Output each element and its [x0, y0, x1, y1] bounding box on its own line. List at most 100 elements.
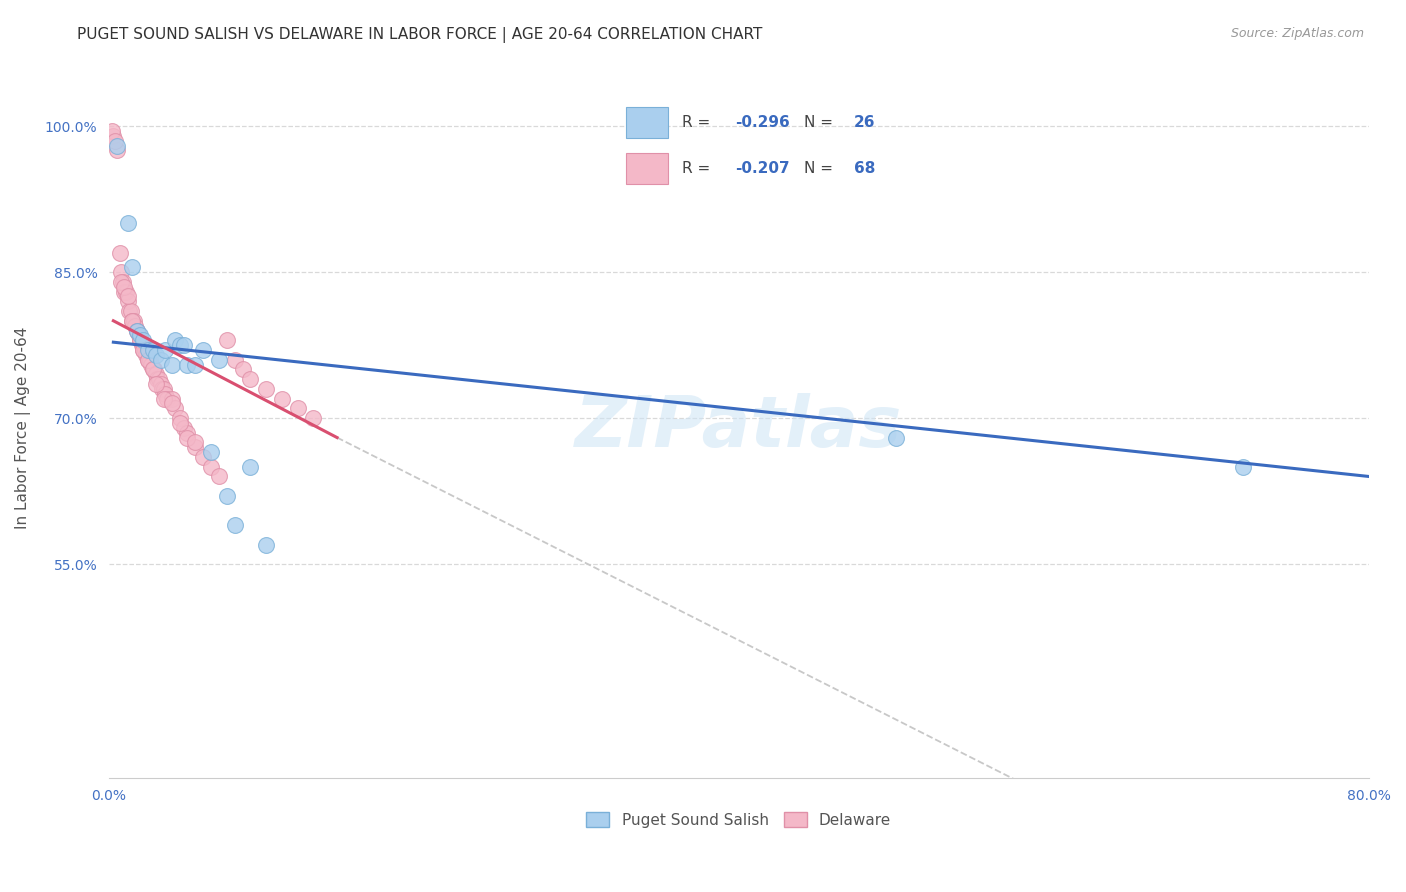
Text: -0.296: -0.296	[735, 115, 790, 130]
Text: Source: ZipAtlas.com: Source: ZipAtlas.com	[1230, 27, 1364, 40]
Point	[145, 368, 167, 382]
Point	[271, 392, 294, 406]
Text: N =: N =	[804, 115, 832, 130]
Point	[1232, 459, 1254, 474]
Point	[239, 459, 262, 474]
Point	[100, 124, 122, 138]
Point	[184, 358, 207, 372]
Point	[173, 421, 195, 435]
Text: 26: 26	[853, 115, 875, 130]
Point	[132, 333, 155, 347]
Point	[110, 275, 132, 289]
Point	[152, 382, 174, 396]
Point	[131, 338, 153, 352]
Point	[239, 372, 262, 386]
Text: 68: 68	[853, 161, 875, 176]
Point	[176, 425, 198, 440]
Point	[112, 279, 135, 293]
Point	[120, 304, 142, 318]
Point	[886, 431, 908, 445]
Point	[105, 144, 128, 158]
Point	[176, 431, 198, 445]
Point	[200, 445, 222, 459]
Text: -0.207: -0.207	[735, 161, 790, 176]
Point	[129, 328, 152, 343]
Point	[117, 294, 139, 309]
Point	[224, 352, 246, 367]
Point	[146, 372, 169, 386]
Point	[125, 324, 148, 338]
Point	[117, 289, 139, 303]
Point	[149, 377, 172, 392]
Point	[122, 314, 145, 328]
Point	[150, 382, 173, 396]
Point	[160, 392, 183, 406]
Text: N =: N =	[804, 161, 832, 176]
Point	[149, 352, 172, 367]
Point	[121, 314, 143, 328]
Point	[169, 416, 191, 430]
Point	[215, 489, 238, 503]
Point	[110, 265, 132, 279]
Point	[155, 386, 177, 401]
Point	[129, 333, 152, 347]
Point	[143, 362, 166, 376]
Point	[184, 440, 207, 454]
Point	[302, 411, 325, 425]
Point	[152, 392, 174, 406]
Point	[208, 352, 231, 367]
Point	[155, 343, 177, 357]
Point	[105, 138, 128, 153]
Point	[136, 352, 159, 367]
Point	[108, 245, 131, 260]
Point	[142, 362, 165, 376]
Point	[287, 401, 309, 416]
Point	[191, 450, 214, 464]
Point	[121, 260, 143, 275]
Text: ZIPatlas: ZIPatlas	[575, 393, 903, 462]
Point	[254, 538, 277, 552]
Point	[184, 435, 207, 450]
Point	[232, 362, 254, 376]
Point	[224, 518, 246, 533]
Point	[124, 318, 146, 333]
Point	[156, 392, 179, 406]
Point	[132, 343, 155, 357]
Point	[136, 343, 159, 357]
Text: PUGET SOUND SALISH VS DELAWARE IN LABOR FORCE | AGE 20-64 CORRELATION CHART: PUGET SOUND SALISH VS DELAWARE IN LABOR …	[77, 27, 762, 43]
Point	[117, 216, 139, 230]
Point	[125, 324, 148, 338]
Point	[142, 362, 165, 376]
Text: R =: R =	[682, 115, 710, 130]
Point	[132, 343, 155, 357]
Point	[148, 372, 170, 386]
Point	[104, 134, 127, 148]
Point	[112, 285, 135, 299]
Point	[128, 328, 150, 343]
Point	[200, 459, 222, 474]
Point	[145, 377, 167, 392]
Point	[121, 314, 143, 328]
Text: R =: R =	[682, 161, 710, 176]
Point	[103, 128, 125, 143]
Bar	[627, 153, 668, 184]
Point	[135, 348, 157, 362]
Y-axis label: In Labor Force | Age 20-64: In Labor Force | Age 20-64	[15, 326, 31, 529]
Point	[173, 338, 195, 352]
Point	[169, 411, 191, 425]
Point	[176, 358, 198, 372]
Legend: Puget Sound Salish, Delaware: Puget Sound Salish, Delaware	[581, 805, 897, 834]
Point	[111, 275, 134, 289]
Point	[129, 333, 152, 347]
Point	[208, 469, 231, 483]
Point	[136, 352, 159, 367]
Point	[115, 285, 138, 299]
Point	[163, 401, 186, 416]
Point	[163, 333, 186, 347]
Point	[191, 343, 214, 357]
Point	[118, 304, 141, 318]
Point	[138, 352, 160, 367]
Bar	[627, 107, 668, 137]
Point	[145, 348, 167, 362]
Point	[215, 333, 238, 347]
